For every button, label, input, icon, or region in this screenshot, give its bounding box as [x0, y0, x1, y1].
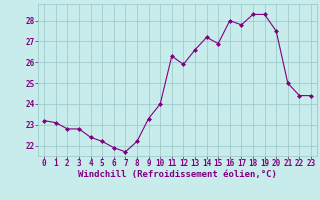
X-axis label: Windchill (Refroidissement éolien,°C): Windchill (Refroidissement éolien,°C): [78, 170, 277, 179]
